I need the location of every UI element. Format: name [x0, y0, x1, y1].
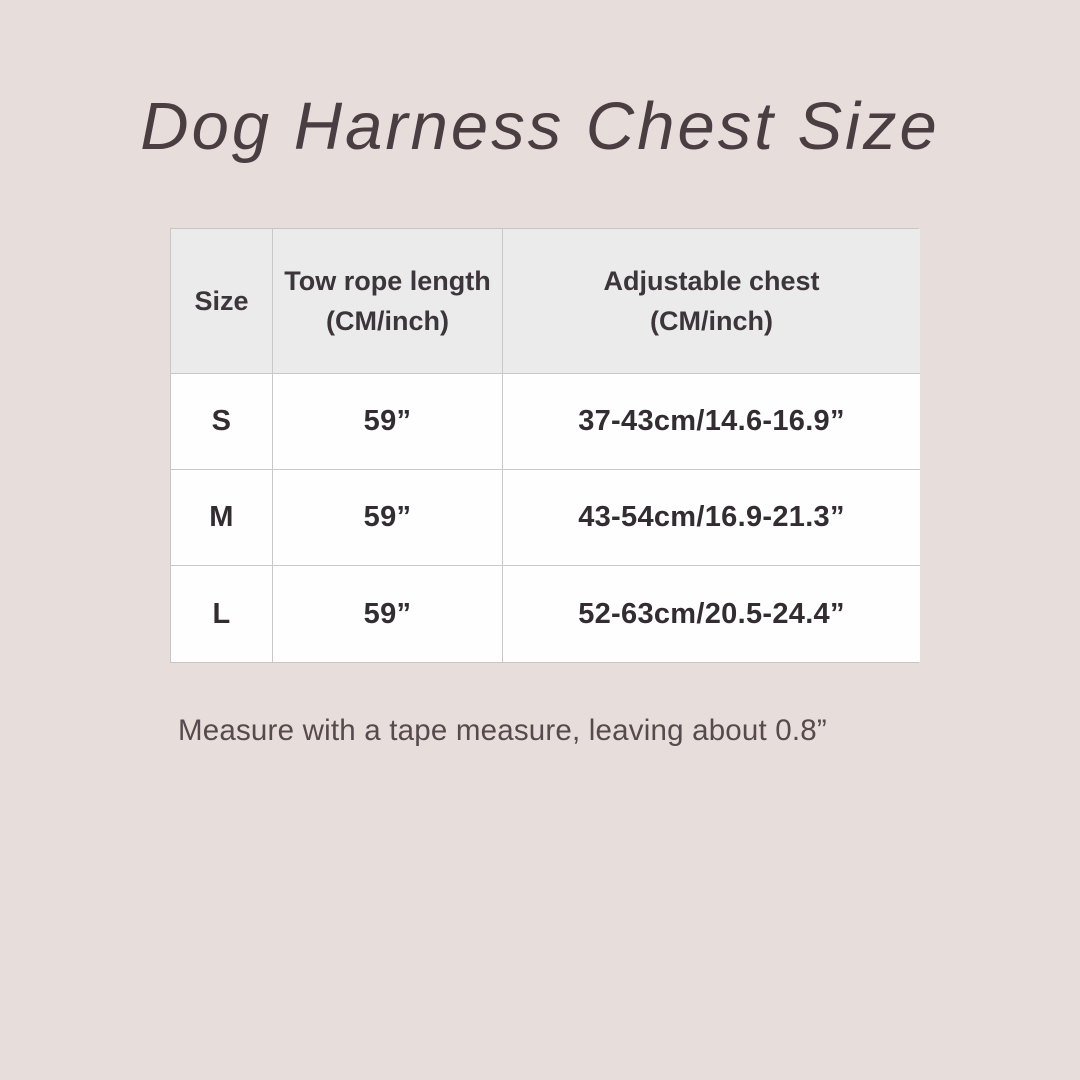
table-cell-size-l: L: [171, 566, 273, 662]
table-cell-rope-s: 59”: [273, 374, 503, 470]
table-cell-chest-l: 52-63cm/20.5-24.4”: [503, 566, 920, 662]
table-cell-rope-l: 59”: [273, 566, 503, 662]
measurement-note: Measure with a tape measure, leaving abo…: [178, 714, 827, 747]
column-header-adjustable-chest: Adjustable chest (CM/inch): [503, 229, 920, 374]
size-table: Size Tow rope length (CM/inch) Adjustabl…: [170, 228, 920, 663]
column-header-tow-rope-length: Tow rope length (CM/inch): [273, 229, 503, 374]
table-cell-rope-m: 59”: [273, 470, 503, 566]
table-cell-chest-s: 37-43cm/14.6-16.9”: [503, 374, 920, 470]
page-title: Dog Harness Chest Size: [140, 89, 940, 164]
column-header-size: Size: [171, 229, 273, 374]
table-cell-chest-m: 43-54cm/16.9-21.3”: [503, 470, 920, 566]
table-cell-size-m: M: [171, 470, 273, 566]
table-cell-size-s: S: [171, 374, 273, 470]
